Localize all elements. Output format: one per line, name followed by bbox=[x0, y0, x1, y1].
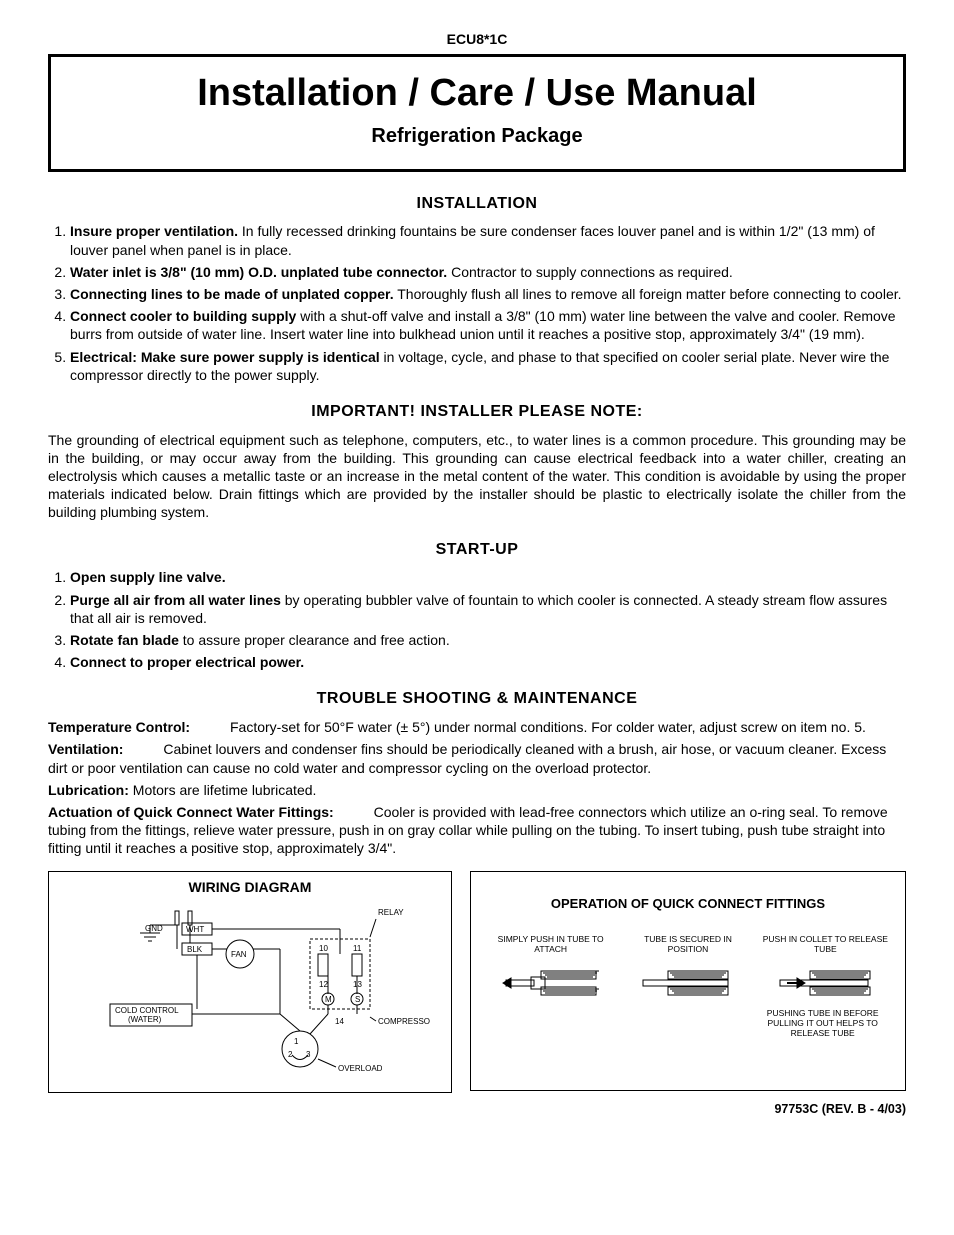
svg-text:M: M bbox=[325, 995, 332, 1004]
item-lead: Connect to proper electrical power. bbox=[70, 654, 304, 670]
installation-list: Insure proper ventilation. In fully rece… bbox=[48, 222, 906, 384]
svg-text:COMPRESSOR: COMPRESSOR bbox=[378, 1017, 430, 1026]
svg-text:12: 12 bbox=[319, 980, 328, 989]
quick-step-1: SIMPLY PUSH IN TUBE TO ATTACH bbox=[487, 935, 614, 1003]
tm-label: Ventilation: bbox=[48, 741, 123, 757]
quick-step-3: PUSH IN COLLET TO RELEASE TUBE bbox=[762, 935, 889, 1003]
tm-label: Temperature Control: bbox=[48, 719, 190, 735]
quick-connect-title: OPERATION OF QUICK CONNECT FITTINGS bbox=[551, 896, 825, 913]
startup-heading: START-UP bbox=[48, 540, 906, 561]
diagram-row: WIRING DIAGRAM GND WHT bbox=[48, 871, 906, 1093]
list-item: Connecting lines to be made of unplated … bbox=[70, 285, 906, 303]
svg-text:FAN: FAN bbox=[231, 950, 247, 959]
item-lead: Open supply line valve. bbox=[70, 569, 226, 585]
wiring-diagram-svg: GND WHT BLK FA bbox=[70, 899, 430, 1084]
tm-label: Lubrication: bbox=[48, 782, 129, 798]
svg-text:(WATER): (WATER) bbox=[128, 1015, 162, 1024]
item-lead: Insure proper ventilation. bbox=[70, 223, 238, 239]
list-item: Connect cooler to building supply with a… bbox=[70, 307, 906, 343]
tm-item: Temperature Control: Factory-set for 50°… bbox=[48, 718, 906, 736]
quick-connect-footnote: PUSHING TUBE IN BEFORE PULLING IT OUT HE… bbox=[756, 1009, 889, 1038]
item-lead: Electrical: Make sure power supply is id… bbox=[70, 349, 380, 365]
troubleshoot-list: Temperature Control: Factory-set for 50°… bbox=[48, 718, 906, 857]
svg-text:COLD CONTROL: COLD CONTROL bbox=[115, 1006, 179, 1015]
tm-item: Lubrication: Motors are lifetime lubrica… bbox=[48, 781, 906, 799]
list-item: Insure proper ventilation. In fully rece… bbox=[70, 222, 906, 258]
model-number-header: ECU8*1C bbox=[48, 30, 906, 48]
title-box: Installation / Care / Use Manual Refrige… bbox=[48, 54, 906, 171]
list-item: Electrical: Make sure power supply is id… bbox=[70, 348, 906, 384]
svg-text:OVERLOAD: OVERLOAD bbox=[338, 1064, 383, 1073]
installer-note-heading: IMPORTANT! INSTALLER PLEASE NOTE: bbox=[48, 402, 906, 423]
manual-title: Installation / Care / Use Manual bbox=[61, 69, 893, 118]
item-lead: Water inlet is 3/8" (10 mm) O.D. unplate… bbox=[70, 264, 447, 280]
fitting-icon bbox=[638, 963, 738, 1003]
svg-text:S: S bbox=[355, 995, 360, 1004]
item-body: to assure proper clearance and free acti… bbox=[179, 632, 450, 648]
tm-body: Motors are lifetime lubricated. bbox=[129, 782, 317, 798]
quick-step-label: TUBE IS SECURED IN POSITION bbox=[624, 935, 751, 957]
list-item: Purge all air from all water lines by op… bbox=[70, 591, 906, 627]
installation-heading: INSTALLATION bbox=[48, 194, 906, 215]
tm-item: Actuation of Quick Connect Water Fitting… bbox=[48, 803, 906, 858]
tm-label: Actuation of Quick Connect Water Fitting… bbox=[48, 804, 334, 820]
item-body: Thoroughly flush all lines to remove all… bbox=[394, 286, 902, 302]
svg-text:14: 14 bbox=[335, 1017, 344, 1026]
svg-text:3: 3 bbox=[306, 1050, 311, 1059]
list-item: Rotate fan blade to assure proper cleara… bbox=[70, 631, 906, 649]
manual-subtitle: Refrigeration Package bbox=[61, 123, 893, 149]
svg-text:2: 2 bbox=[288, 1050, 293, 1059]
list-item: Water inlet is 3/8" (10 mm) O.D. unplate… bbox=[70, 263, 906, 281]
tm-body: Factory-set for 50°F water (± 5°) under … bbox=[190, 719, 866, 735]
list-item: Open supply line valve. bbox=[70, 568, 906, 586]
wiring-diagram-title: WIRING DIAGRAM bbox=[49, 878, 451, 896]
item-lead: Connecting lines to be made of unplated … bbox=[70, 286, 394, 302]
tm-body: Cabinet louvers and condenser fins shoul… bbox=[48, 741, 886, 775]
quick-step-2: TUBE IS SECURED IN POSITION bbox=[624, 935, 751, 1003]
item-lead: Rotate fan blade bbox=[70, 632, 179, 648]
svg-text:13: 13 bbox=[353, 980, 362, 989]
item-lead: Connect cooler to building supply bbox=[70, 308, 296, 324]
svg-text:11: 11 bbox=[353, 944, 362, 953]
item-body: Contractor to supply connections as requ… bbox=[447, 264, 733, 280]
quick-connect-steps: SIMPLY PUSH IN TUBE TO ATTACH TUBE IS SE… bbox=[487, 935, 889, 1003]
quick-connect-box: OPERATION OF QUICK CONNECT FITTINGS SIMP… bbox=[470, 871, 906, 1091]
troubleshoot-heading: TROUBLE SHOOTING & MAINTENANCE bbox=[48, 689, 906, 710]
fitting-icon bbox=[775, 963, 875, 1003]
svg-text:BLK: BLK bbox=[187, 945, 203, 954]
quick-step-label: PUSH IN COLLET TO RELEASE TUBE bbox=[762, 935, 889, 957]
list-item: Connect to proper electrical power. bbox=[70, 653, 906, 671]
installer-note-body: The grounding of electrical equipment su… bbox=[48, 431, 906, 522]
wiring-diagram-box: WIRING DIAGRAM GND WHT bbox=[48, 871, 452, 1093]
tm-item: Ventilation: Cabinet louvers and condens… bbox=[48, 740, 906, 776]
footer-revision: 97753C (REV. B - 4/03) bbox=[48, 1101, 906, 1117]
svg-text:WHT: WHT bbox=[186, 925, 204, 934]
item-lead: Purge all air from all water lines bbox=[70, 592, 281, 608]
fitting-icon bbox=[501, 963, 601, 1003]
svg-text:RELAY: RELAY bbox=[378, 908, 404, 917]
startup-list: Open supply line valve. Purge all air fr… bbox=[48, 568, 906, 671]
svg-text:1: 1 bbox=[294, 1037, 299, 1046]
svg-text:10: 10 bbox=[319, 944, 328, 953]
quick-step-label: SIMPLY PUSH IN TUBE TO ATTACH bbox=[487, 935, 614, 957]
